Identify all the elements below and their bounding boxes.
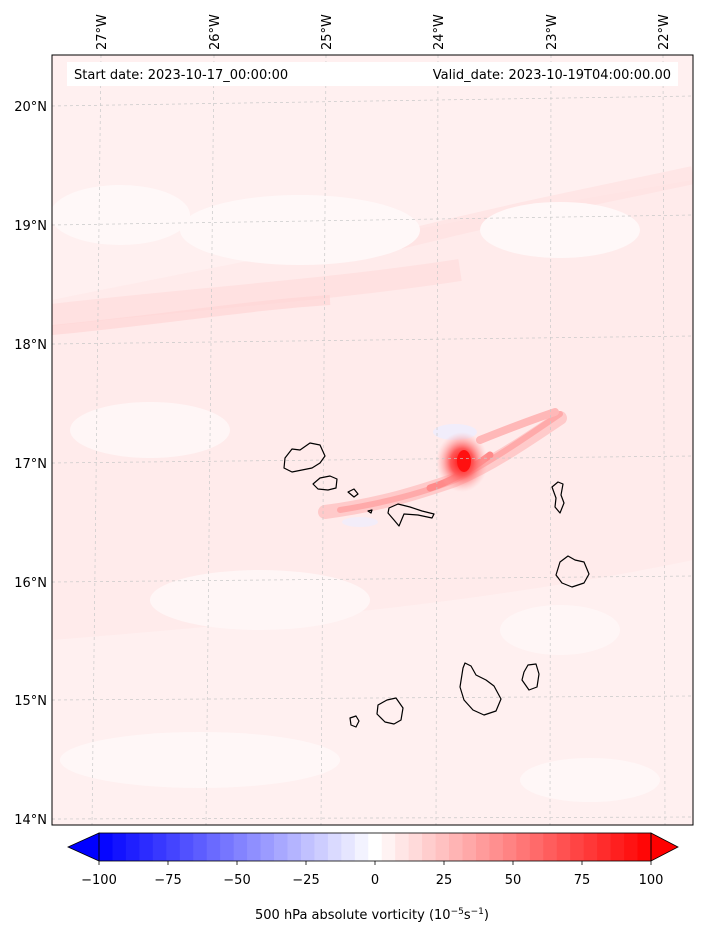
island-sal — [551, 481, 565, 514]
colorbar-segment — [624, 833, 639, 861]
colorbar-segment — [381, 833, 396, 861]
lat-label-19n: 19°N — [14, 219, 47, 234]
colorbar-tick-label: 0 — [371, 873, 379, 888]
longitude-labels: 27°W 26°W 25°W 24°W 23°W 22°W — [95, 14, 672, 50]
lat-label-17n: 17°N — [14, 457, 47, 472]
colorbar-segment — [139, 833, 154, 861]
colorbar-segment — [556, 833, 571, 861]
gridlines — [52, 55, 693, 825]
colorbar-segment — [368, 833, 383, 861]
colorbar-segment — [152, 833, 167, 861]
colorbar-segment — [166, 833, 181, 861]
colorbar-segment — [125, 833, 140, 861]
lat-label-14n: 14°N — [14, 813, 47, 828]
island-maio — [521, 663, 540, 691]
colorbar-segment — [435, 833, 450, 861]
island-sao-nicolau — [387, 503, 435, 527]
colorbar-segment — [327, 833, 342, 861]
map-panel: Start date: 2023-10-17_00:00:00 Valid_da… — [14, 14, 694, 828]
island-brava — [349, 715, 360, 728]
colorbar-segment — [570, 833, 585, 861]
start-date-label: Start date: 2023-10-17_00:00:00 — [74, 68, 288, 83]
valid-date-label: Valid_date: 2023-10-19T04:00:00.00 — [433, 68, 671, 83]
colorbar-segment — [502, 833, 517, 861]
island-branco — [367, 509, 373, 514]
lon-label-22w: 22°W — [657, 14, 672, 50]
colorbar-ticks: −100 −75 −50 −25 0 25 50 75 100 — [81, 861, 663, 888]
colorbar-tick-label: 100 — [639, 873, 664, 888]
colorbar-segment — [543, 833, 558, 861]
colorbar-tick-label: 75 — [574, 873, 591, 888]
map-frame — [51, 54, 694, 826]
colorbar-tick-label: −100 — [81, 873, 117, 888]
lon-label-23w: 23°W — [545, 14, 560, 50]
colorbar-segment — [597, 833, 612, 861]
colorbar-segment — [516, 833, 531, 861]
colorbar-segment — [489, 833, 504, 861]
lon-label-24w: 24°W — [432, 14, 447, 50]
colorbar-segment — [422, 833, 437, 861]
colorbar-segment — [395, 833, 410, 861]
island-fogo — [376, 697, 404, 725]
colorbar-segment — [583, 833, 598, 861]
colorbar-segment — [247, 833, 262, 861]
island-sao-vicente — [312, 475, 338, 491]
colorbar-segment — [529, 833, 544, 861]
lon-label-25w: 25°W — [320, 14, 335, 50]
island-santiago — [459, 662, 502, 716]
colorbar: −100 −75 −50 −25 0 25 50 75 100 500 hPa absolute… — [67, 832, 679, 923]
coastlines — [283, 442, 590, 728]
colorbar-extend-max — [650, 832, 679, 862]
header-box — [67, 62, 678, 86]
colorbar-tick-label: −25 — [292, 873, 319, 888]
lon-label-27w: 27°W — [95, 14, 110, 50]
latitude-labels: 20°N 19°N 18°N 17°N 16°N 15°N 14°N — [14, 100, 47, 828]
colorbar-segment — [179, 833, 194, 861]
colorbar-segment — [99, 833, 114, 861]
lon-label-26w: 26°W — [208, 14, 223, 50]
colorbar-segment — [354, 833, 369, 861]
colorbar-segment — [610, 833, 625, 861]
colorbar-segment — [449, 833, 464, 861]
colorbar-segment — [260, 833, 275, 861]
colorbar-segment — [475, 833, 491, 861]
colorbar-segment — [220, 833, 235, 861]
colorbar-segment — [233, 833, 248, 861]
colorbar-label: 500 hPa absolute vorticity (10−5s−1) — [255, 907, 489, 923]
vorticity-field — [52, 166, 693, 802]
colorbar-segment — [300, 833, 316, 861]
island-santo-antao — [283, 442, 326, 473]
colorbar-extend-min — [67, 832, 100, 862]
colorbar-tick-label: 25 — [436, 873, 453, 888]
lat-label-15n: 15°N — [14, 694, 47, 709]
colorbar-segments — [99, 833, 652, 861]
colorbar-tick-label: −50 — [223, 873, 250, 888]
lat-label-20n: 20°N — [14, 100, 47, 115]
colorbar-tick-label: −75 — [154, 873, 181, 888]
colorbar-segment — [462, 833, 477, 861]
colorbar-segment — [274, 833, 289, 861]
colorbar-segment — [408, 833, 423, 861]
colorbar-segment — [341, 833, 356, 861]
colorbar-segment — [112, 833, 127, 861]
lat-label-18n: 18°N — [14, 338, 47, 353]
colorbar-segment — [637, 833, 652, 861]
colorbar-segment — [314, 833, 329, 861]
island-santa-luzia — [347, 488, 359, 498]
colorbar-segment — [206, 833, 221, 861]
colorbar-segment — [193, 833, 208, 861]
island-boa-vista — [555, 555, 590, 588]
colorbar-segment — [287, 833, 302, 861]
colorbar-tick-label: 50 — [505, 873, 522, 888]
lat-label-16n: 16°N — [14, 576, 47, 591]
